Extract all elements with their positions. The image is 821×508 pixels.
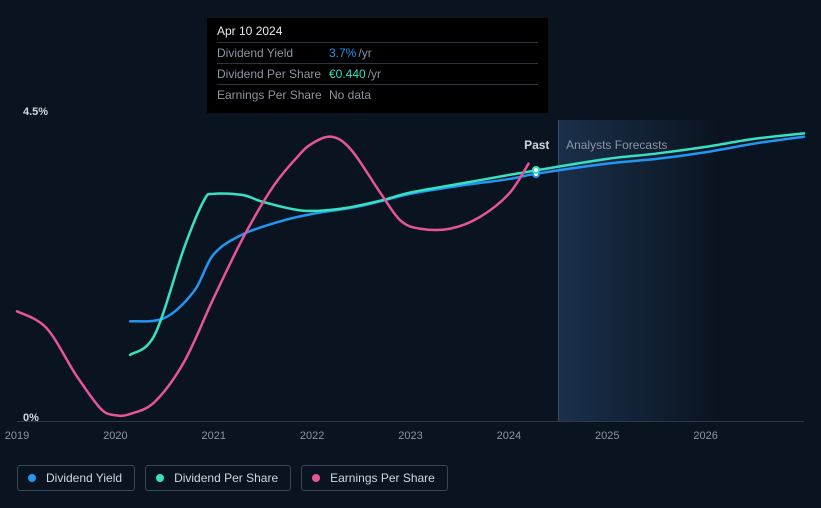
x-tick: 2023 — [398, 430, 422, 442]
tooltip-value: 3.7%/yr — [329, 46, 372, 60]
legend-earnings-per-share[interactable]: Earnings Per Share — [301, 465, 448, 491]
hover-tooltip: Apr 10 2024 Dividend Yield 3.7%/yr Divid… — [207, 18, 548, 113]
legend-dividend-per-share[interactable]: Dividend Per Share — [145, 465, 291, 491]
x-tick: 2022 — [300, 430, 324, 442]
legend-dot — [312, 474, 320, 482]
tooltip-date: Apr 10 2024 — [217, 24, 538, 42]
chart-plot[interactable]: Past Analysts Forecasts — [17, 120, 804, 422]
tooltip-label: Earnings Per Share — [217, 88, 329, 102]
legend-label: Dividend Per Share — [174, 471, 278, 485]
legend: Dividend Yield Dividend Per Share Earnin… — [17, 465, 448, 491]
x-tick: 2020 — [103, 430, 127, 442]
tooltip-row: Dividend Per Share €0.440/yr — [217, 63, 538, 84]
tooltip-value: No data — [329, 88, 373, 102]
chart-area: 4.5% Past Analysts Forecasts 0% — [17, 108, 804, 422]
x-tick: 2025 — [595, 430, 619, 442]
tooltip-row: Earnings Per Share No data — [217, 84, 538, 105]
x-tick: 2026 — [693, 430, 717, 442]
chart-lines — [17, 120, 804, 421]
x-tick: 2019 — [5, 430, 29, 442]
legend-label: Dividend Yield — [46, 471, 122, 485]
tooltip-row: Dividend Yield 3.7%/yr — [217, 42, 538, 63]
legend-dividend-yield[interactable]: Dividend Yield — [17, 465, 135, 491]
y-axis-min: 0% — [23, 412, 39, 424]
y-axis-max: 4.5% — [23, 106, 48, 118]
legend-dot — [156, 474, 164, 482]
legend-label: Earnings Per Share — [330, 471, 435, 485]
tooltip-value: €0.440/yr — [329, 67, 381, 81]
x-tick: 2021 — [202, 430, 226, 442]
tooltip-label: Dividend Yield — [217, 46, 329, 60]
legend-dot — [28, 474, 36, 482]
marker-dividend-per-share — [532, 166, 540, 174]
tooltip-label: Dividend Per Share — [217, 67, 329, 81]
x-tick: 2024 — [497, 430, 521, 442]
x-axis: 20192020202120222023202420252026 — [17, 430, 804, 450]
